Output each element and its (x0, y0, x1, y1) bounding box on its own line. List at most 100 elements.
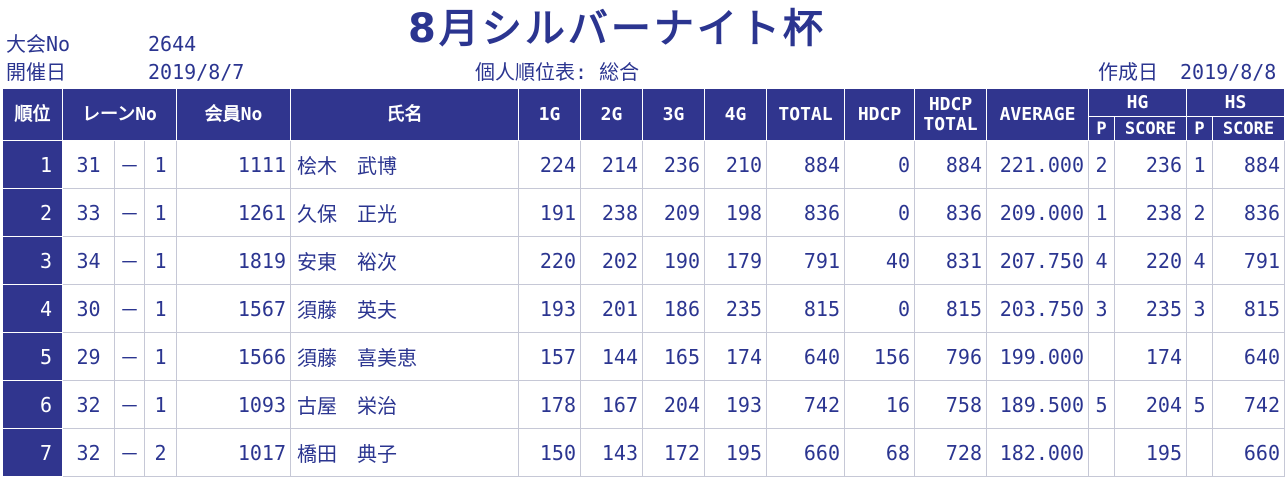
game1-cell: 178 (518, 380, 581, 429)
member-no-cell: 1566 (176, 332, 291, 381)
lane-cell: 33 (62, 188, 115, 237)
game2-cell: 201 (580, 284, 643, 333)
table-row: 7 32 － 2 1017 橋田 典子 150 143 172 195 660 68 728 182.00… (2, 428, 1285, 477)
hg-place-cell: 1 (1088, 188, 1115, 237)
table-row: 5 29 － 1 1566 須藤 喜美恵 157 144 165 174 640 156 796 199.… (2, 332, 1285, 381)
hg-score-cell: 235 (1114, 284, 1187, 333)
lane-dash-cell: － (114, 140, 145, 189)
table-row: 1 31 － 1 1111 桧木 武博 224 214 236 210 884 0 884 221.000… (2, 140, 1285, 189)
game3-cell: 190 (642, 236, 705, 285)
average-cell: 207.750 (986, 236, 1089, 285)
lane-dash-cell: － (114, 428, 145, 477)
rank-cell: 2 (2, 188, 63, 237)
member-no-cell: 1017 (176, 428, 291, 477)
game3-cell: 165 (642, 332, 705, 381)
table-row: 4 30 － 1 1567 須藤 英夫 193 201 186 235 815 0 815 203.750… (2, 284, 1285, 333)
hg-place-cell: 4 (1088, 236, 1115, 285)
col-lane-header: レーンNo (62, 88, 177, 141)
col-hg-header: HG (1088, 88, 1187, 117)
game1-cell: 224 (518, 140, 581, 189)
hg-score-cell: 238 (1114, 188, 1187, 237)
col-hg-score-header: SCORE (1114, 116, 1187, 141)
col-hs-score-header: SCORE (1212, 116, 1285, 141)
hg-place-cell (1088, 428, 1115, 477)
tournament-no-label: 大会No (6, 32, 71, 56)
hdcp-total-cell: 831 (914, 236, 987, 285)
total-cell: 640 (766, 332, 845, 381)
game3-cell: 209 (642, 188, 705, 237)
name-cell: 須藤 英夫 (290, 284, 519, 333)
game1-cell: 191 (518, 188, 581, 237)
lane-sub-cell: 1 (144, 188, 177, 237)
lane-sub-cell: 1 (144, 332, 177, 381)
hdcp-total-line2: TOTAL (923, 113, 978, 135)
hdcp-cell: 16 (844, 380, 915, 429)
rank-cell: 7 (2, 428, 63, 477)
hg-score-cell: 174 (1114, 332, 1187, 381)
col-hs-p-header: P (1186, 116, 1213, 141)
game4-cell: 235 (704, 284, 767, 333)
table-row: 2 33 － 1 1261 久保 正光 191 238 209 198 836 0 836 209.000… (2, 188, 1285, 237)
game3-cell: 204 (642, 380, 705, 429)
game4-cell: 193 (704, 380, 767, 429)
hdcp-total-cell: 758 (914, 380, 987, 429)
game1-cell: 150 (518, 428, 581, 477)
name-cell: 久保 正光 (290, 188, 519, 237)
average-cell: 203.750 (986, 284, 1089, 333)
lane-dash-cell: － (114, 380, 145, 429)
hdcp-cell: 68 (844, 428, 915, 477)
lane-cell: 32 (62, 380, 115, 429)
col-rank-header: 順位 (2, 88, 63, 141)
hs-score-cell: 815 (1212, 284, 1285, 333)
hs-score-cell: 742 (1212, 380, 1285, 429)
rank-cell: 4 (2, 284, 63, 333)
member-no-cell: 1093 (176, 380, 291, 429)
col-hg-p-header: P (1088, 116, 1115, 141)
game3-cell: 172 (642, 428, 705, 477)
ranking-table: 順位 レーンNo 会員No 氏名 1G 2G 3G 4G TOTAL HDCP … (2, 88, 1285, 477)
hg-place-cell: 3 (1088, 284, 1115, 333)
game4-cell: 195 (704, 428, 767, 477)
hdcp-cell: 156 (844, 332, 915, 381)
member-no-cell: 1819 (176, 236, 291, 285)
name-cell: 須藤 喜美恵 (290, 332, 519, 381)
table-row: 3 34 － 1 1819 安東 裕次 220 202 190 179 791 40 831 207.75… (2, 236, 1285, 285)
lane-cell: 29 (62, 332, 115, 381)
hdcp-cell: 0 (844, 140, 915, 189)
game1-cell: 193 (518, 284, 581, 333)
game1-cell: 157 (518, 332, 581, 381)
hdcp-total-cell: 884 (914, 140, 987, 189)
col-name-header: 氏名 (290, 88, 519, 141)
game2-cell: 214 (580, 140, 643, 189)
hg-score-cell: 236 (1114, 140, 1187, 189)
hg-score-cell: 220 (1114, 236, 1187, 285)
col-hdcp-header: HDCP (844, 88, 915, 141)
name-cell: 古屋 栄治 (290, 380, 519, 429)
hs-score-cell: 836 (1212, 188, 1285, 237)
col-2g-header: 2G (580, 88, 643, 141)
hs-place-cell (1186, 332, 1213, 381)
col-1g-header: 1G (518, 88, 581, 141)
page-title: 8月シルバーナイト杯 (408, 6, 826, 52)
hs-place-cell: 2 (1186, 188, 1213, 237)
total-cell: 742 (766, 380, 845, 429)
hs-place-cell (1186, 428, 1213, 477)
game2-cell: 202 (580, 236, 643, 285)
hg-place-cell: 5 (1088, 380, 1115, 429)
game2-cell: 144 (580, 332, 643, 381)
lane-cell: 32 (62, 428, 115, 477)
lane-dash-cell: － (114, 188, 145, 237)
hg-score-cell: 195 (1114, 428, 1187, 477)
lane-cell: 34 (62, 236, 115, 285)
hdcp-cell: 0 (844, 284, 915, 333)
col-member-header: 会員No (176, 88, 291, 141)
game2-cell: 238 (580, 188, 643, 237)
hs-place-cell: 5 (1186, 380, 1213, 429)
game1-cell: 220 (518, 236, 581, 285)
hs-place-cell: 3 (1186, 284, 1213, 333)
hs-place-cell: 4 (1186, 236, 1213, 285)
total-cell: 884 (766, 140, 845, 189)
game4-cell: 210 (704, 140, 767, 189)
hg-score-cell: 204 (1114, 380, 1187, 429)
average-cell: 209.000 (986, 188, 1089, 237)
